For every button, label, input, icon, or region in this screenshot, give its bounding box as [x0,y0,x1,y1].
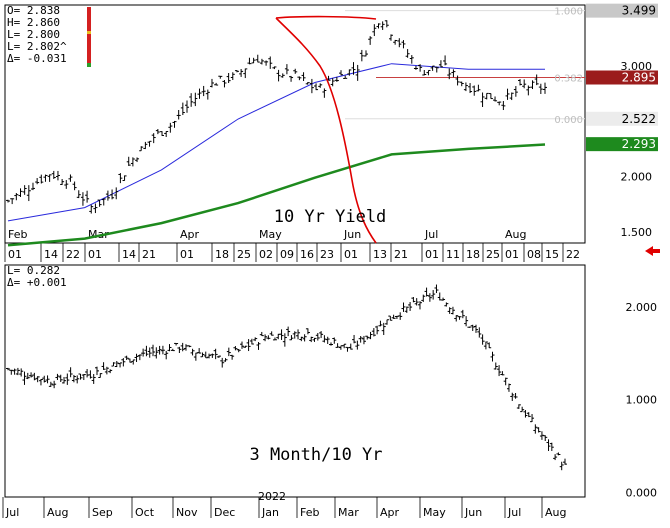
lower-month-label: Jun [464,506,482,519]
open-readout: O= 2.838 [7,4,60,17]
lower-chart-title: 3 Month/10 Yr [249,445,382,465]
low-readout: L= 2.800 [7,28,60,41]
upper-y-tick-label: 2.000 [621,171,653,184]
scroll-left-arrow-icon[interactable] [645,246,660,256]
spread-last-readout: L= 0.282 [7,264,60,277]
price-badge-value: 2.895 [622,71,656,85]
lower-y-tick-label: 1.000 [626,394,658,407]
lower-y-axis: 0.000 1.000 2.000 [626,301,658,500]
long-moving-average-line [7,143,546,247]
upper-y-tick-label: 1.500 [621,226,653,239]
upper-day-label: 01 [425,248,439,261]
price-badge [586,137,658,152]
lower-month-label: Jan [261,506,279,519]
high-readout: H= 2.860 [7,16,60,29]
spread-delta-readout: Δ= +0.001 [7,276,67,289]
upper-day-label: 01 [344,248,358,261]
last-readout: L= 2.802^ [7,40,67,53]
fibonacci-retracement: 1.000 0.382 0.000 [345,7,585,126]
lower-month-label: Jul [5,506,19,519]
ohlc-readout: O= 2.838 H= 2.860 L= 2.800 L= 2.802^ Δ= … [7,4,67,65]
upper-day-label: 11 [446,248,460,261]
lower-month-label: Feb [300,506,319,519]
upper-day-label: 25 [486,248,500,261]
lower-month-label: Oct [135,506,155,519]
upper-day-label: 14 [44,248,58,261]
lower-y-tick-label: 0.000 [626,486,658,499]
change-indicator-base [87,63,91,67]
lower-month-label: May [423,506,446,519]
fib-level-label: 0.382 [554,74,583,85]
yield-price-bars [6,20,547,214]
upper-day-label: 01 [180,248,194,261]
lower-panel-frame [4,264,586,498]
upper-date-axis: 01 14 22 01 14 21 01 18 25 02 09 16 23 01 13 21 01 11 18 25… [4,228,585,262]
upper-month-label: Feb [8,228,27,241]
year-label: 2022 [258,490,286,503]
upper-day-label: 01 [8,248,22,261]
price-badge [586,111,658,126]
upper-day-label: 25 [237,248,251,261]
lower-date-axis: Jul Aug Sep Oct Nov Dec Jan Feb Mar Apr May Jun Jul A… [2,490,566,519]
lower-month-label: Apr [380,506,400,519]
lower-month-label: Sep [92,506,113,519]
upper-day-label: 15 [545,248,559,261]
upper-day-label: 14 [122,248,136,261]
upper-y-tick-label: 3.000 [621,60,653,73]
upper-chart-title: 10 Yr Yield [274,207,387,227]
lower-month-label: Mar [338,506,359,519]
upper-day-label: 18 [215,248,229,261]
delta-readout: Δ= -0.031 [7,52,67,65]
upper-day-label: 02 [259,248,273,261]
upper-day-label: 16 [300,248,314,261]
upper-day-label: 18 [466,248,480,261]
change-indicator-bar [87,7,91,63]
upper-month-label: May [259,228,282,241]
upper-month-label: Aug [505,228,526,241]
change-indicator-marker [87,31,91,34]
upper-month-label: Jul [424,228,438,241]
upper-day-label: 22 [66,248,80,261]
upper-day-label: 23 [320,248,334,261]
upper-day-label: 21 [142,248,156,261]
upper-day-label: 09 [280,248,294,261]
spread-price-bars [6,284,567,471]
upper-panel-frame [4,4,586,244]
lower-month-label: Aug [47,506,68,519]
fib-level-label: 0.000 [554,115,583,126]
upper-day-label: 08 [527,248,541,261]
price-badges: 3.499 2.895 2.522 2.293 [586,3,658,152]
upper-month-label: Apr [180,228,200,241]
upper-day-label: 21 [394,248,408,261]
spread-readout: L= 0.282 Δ= +0.001 [7,264,67,289]
price-badge-value: 2.293 [622,137,656,151]
price-badge-value: 2.522 [622,112,656,126]
lower-month-label: Jul [507,506,521,519]
upper-day-label: 22 [566,248,580,261]
short-moving-average-line [7,63,545,222]
upper-day-label: 01 [88,248,102,261]
lower-month-label: Dec [214,506,235,519]
lower-month-label: Nov [176,506,198,519]
hand-drawn-annotation [275,15,377,244]
fib-level-label: 1.000 [554,7,583,18]
lower-month-label: Aug [545,506,566,519]
upper-day-label: 01 [505,248,519,261]
upper-month-label: Jun [343,228,361,241]
price-badge [586,3,658,18]
price-badge [586,70,658,85]
upper-day-label: 13 [373,248,387,261]
price-badge-value: 3.499 [622,4,656,18]
lower-y-tick-label: 2.000 [626,301,658,314]
